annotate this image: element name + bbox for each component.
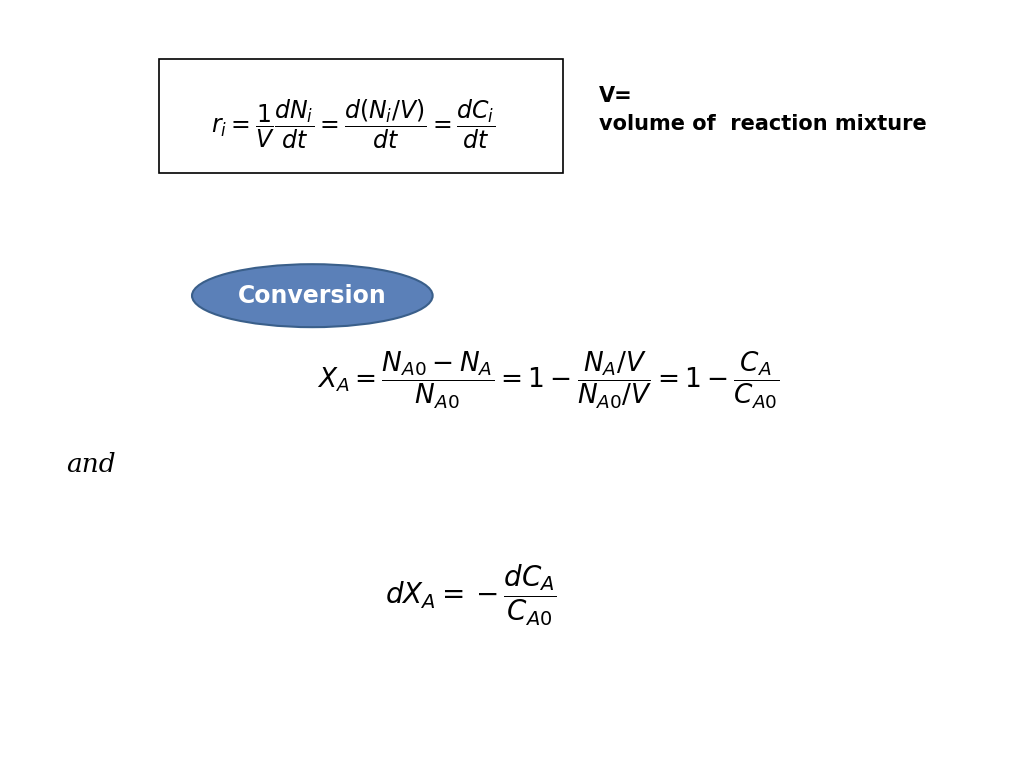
- Text: $X_A = \dfrac{N_{A0} - N_A}{N_{A0}} = 1 - \dfrac{N_A/V}{N_{A0}/V} = 1 - \dfrac{C: $X_A = \dfrac{N_{A0} - N_A}{N_{A0}} = 1 …: [316, 349, 779, 411]
- Text: $dX_A = -\dfrac{dC_A}{C_{A0}}$: $dX_A = -\dfrac{dC_A}{C_{A0}}$: [385, 562, 557, 628]
- Text: $r_i = \dfrac{1}{V}\dfrac{dN_i}{dt} = \dfrac{d(N_i/V)}{dt} = \dfrac{dC_i}{dt}$: $r_i = \dfrac{1}{V}\dfrac{dN_i}{dt} = \d…: [211, 98, 496, 151]
- Text: volume of  reaction mixture: volume of reaction mixture: [599, 114, 927, 134]
- Text: and: and: [67, 452, 116, 477]
- Text: V=: V=: [599, 86, 633, 106]
- FancyBboxPatch shape: [159, 59, 563, 173]
- Text: Conversion: Conversion: [238, 283, 387, 308]
- Ellipse shape: [193, 264, 432, 327]
